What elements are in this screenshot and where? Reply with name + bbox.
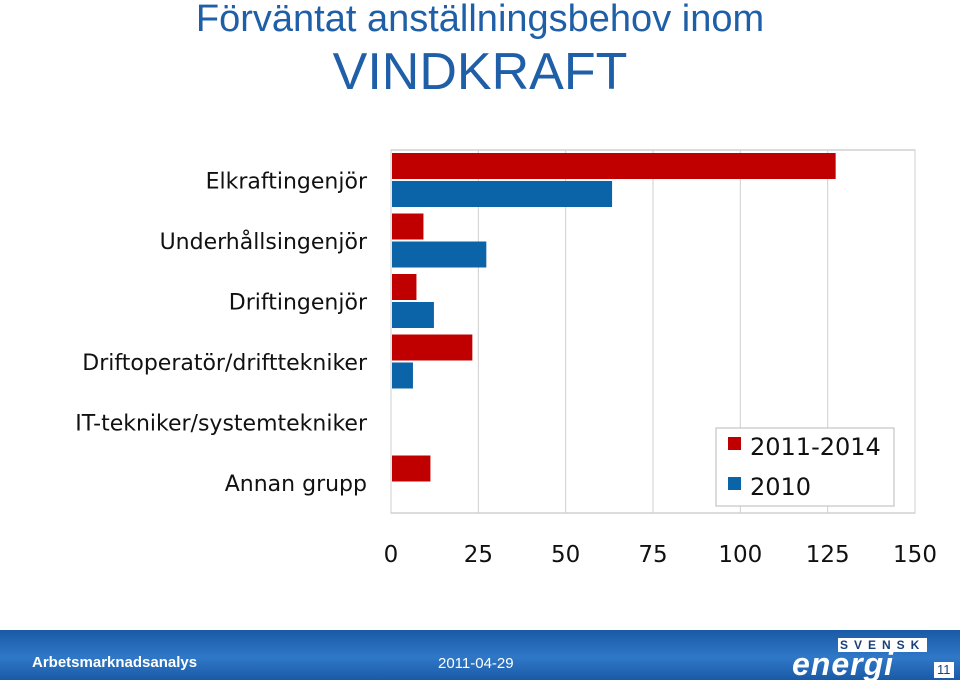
x-tick-label: 100 <box>718 542 762 568</box>
page-title-line2: VINDKRAFT <box>332 43 628 101</box>
category-label: Elkraftingenjör <box>206 169 368 194</box>
legend-label: 2010 <box>750 473 811 501</box>
logo-main-text: energi <box>792 646 895 682</box>
bar <box>392 455 431 482</box>
bar <box>392 334 473 361</box>
x-tick-label: 125 <box>806 542 850 568</box>
bar <box>392 302 434 328</box>
x-tick-label: 50 <box>551 542 580 568</box>
bar-chart: 0 25 50 75 100 125 150 Elkraftingenjör Underhåll… <box>75 149 937 568</box>
category-label: Annan grupp <box>225 472 367 497</box>
x-tick-label: 0 <box>384 542 399 568</box>
bar <box>392 274 417 300</box>
bar <box>392 181 613 207</box>
legend-swatch <box>728 437 741 450</box>
x-tick-label: 150 <box>893 542 937 568</box>
x-tick-label: 75 <box>638 542 667 568</box>
x-tick-label: 25 <box>464 542 493 568</box>
legend-box <box>715 427 895 507</box>
logo-top-text: SVENSK <box>838 638 928 652</box>
page-number: 11 <box>934 662 954 678</box>
bar <box>392 241 487 268</box>
svensk-energi-logo: SVENSK energi <box>790 638 940 680</box>
legend-label: 2011-2014 <box>750 433 881 461</box>
category-label: Driftoperatör/drifttekniker <box>82 351 368 376</box>
footer-section-label: Arbetsmarknadsanalys <box>32 654 198 671</box>
category-label: IT-tekniker/systemtekniker <box>75 411 368 436</box>
bar <box>392 153 836 179</box>
footer-date: 2011-04-29 <box>438 655 514 672</box>
category-label: Driftingenjör <box>229 290 368 315</box>
bar <box>392 213 424 240</box>
page-title-line1: Förväntat anställningsbehov inom <box>195 0 765 40</box>
bar <box>392 362 413 389</box>
legend-swatch <box>728 477 741 490</box>
footer-bar: Arbetsmarknadsanalys 2011-04-29 SVENSK e… <box>0 630 960 680</box>
category-label: Underhållsingenjör <box>160 229 368 255</box>
